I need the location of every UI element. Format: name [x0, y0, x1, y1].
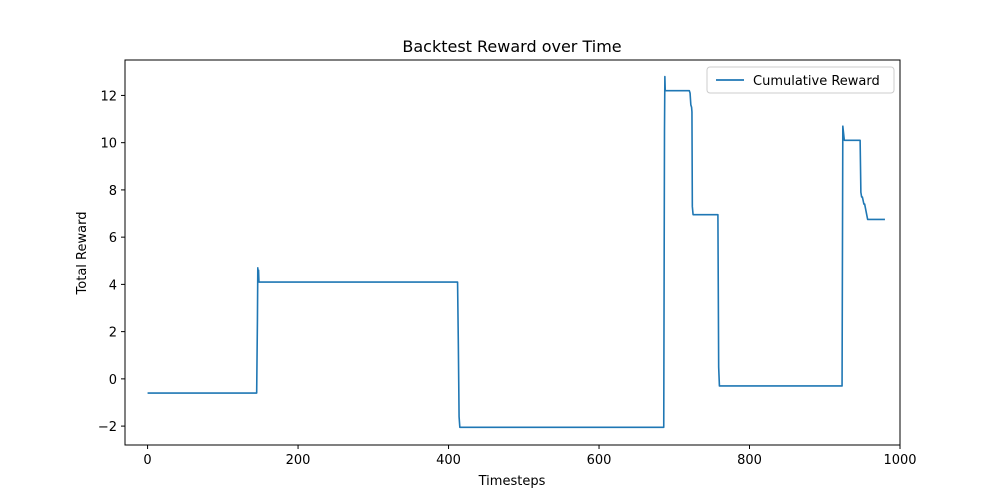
x-tick-label: 800 [737, 453, 762, 468]
y-tick-label: 10 [100, 137, 117, 152]
legend-label: Cumulative Reward [753, 74, 880, 89]
y-tick-label: −2 [98, 420, 117, 435]
y-tick-label: 12 [100, 89, 117, 104]
x-tick-label: 0 [143, 453, 151, 468]
y-tick-label: 6 [109, 231, 117, 246]
y-tick-label: 4 [109, 278, 117, 293]
legend-box [706, 66, 895, 94]
series-layer [147, 75, 885, 429]
y-axis-label: Total Reward [75, 212, 90, 296]
x-tick-label: 200 [286, 453, 311, 468]
legend: Cumulative Reward [706, 66, 895, 94]
x-axis-label: Timesteps [478, 474, 546, 489]
x-tick-label: 1000 [883, 453, 916, 468]
x-tick-label: 400 [436, 453, 461, 468]
plot-frame [124, 59, 901, 446]
chart-title: Backtest Reward over Time [402, 37, 621, 56]
axes: 0 200 400 600 800 1000 −2 0 2 4 6 8 10 12 [98, 89, 917, 468]
y-tick-label: 2 [109, 326, 117, 341]
y-tick-label: 0 [109, 373, 117, 388]
x-tick-label: 600 [587, 453, 612, 468]
series-line-cumulative-reward [147, 75, 885, 429]
y-tick-label: 8 [109, 184, 117, 199]
